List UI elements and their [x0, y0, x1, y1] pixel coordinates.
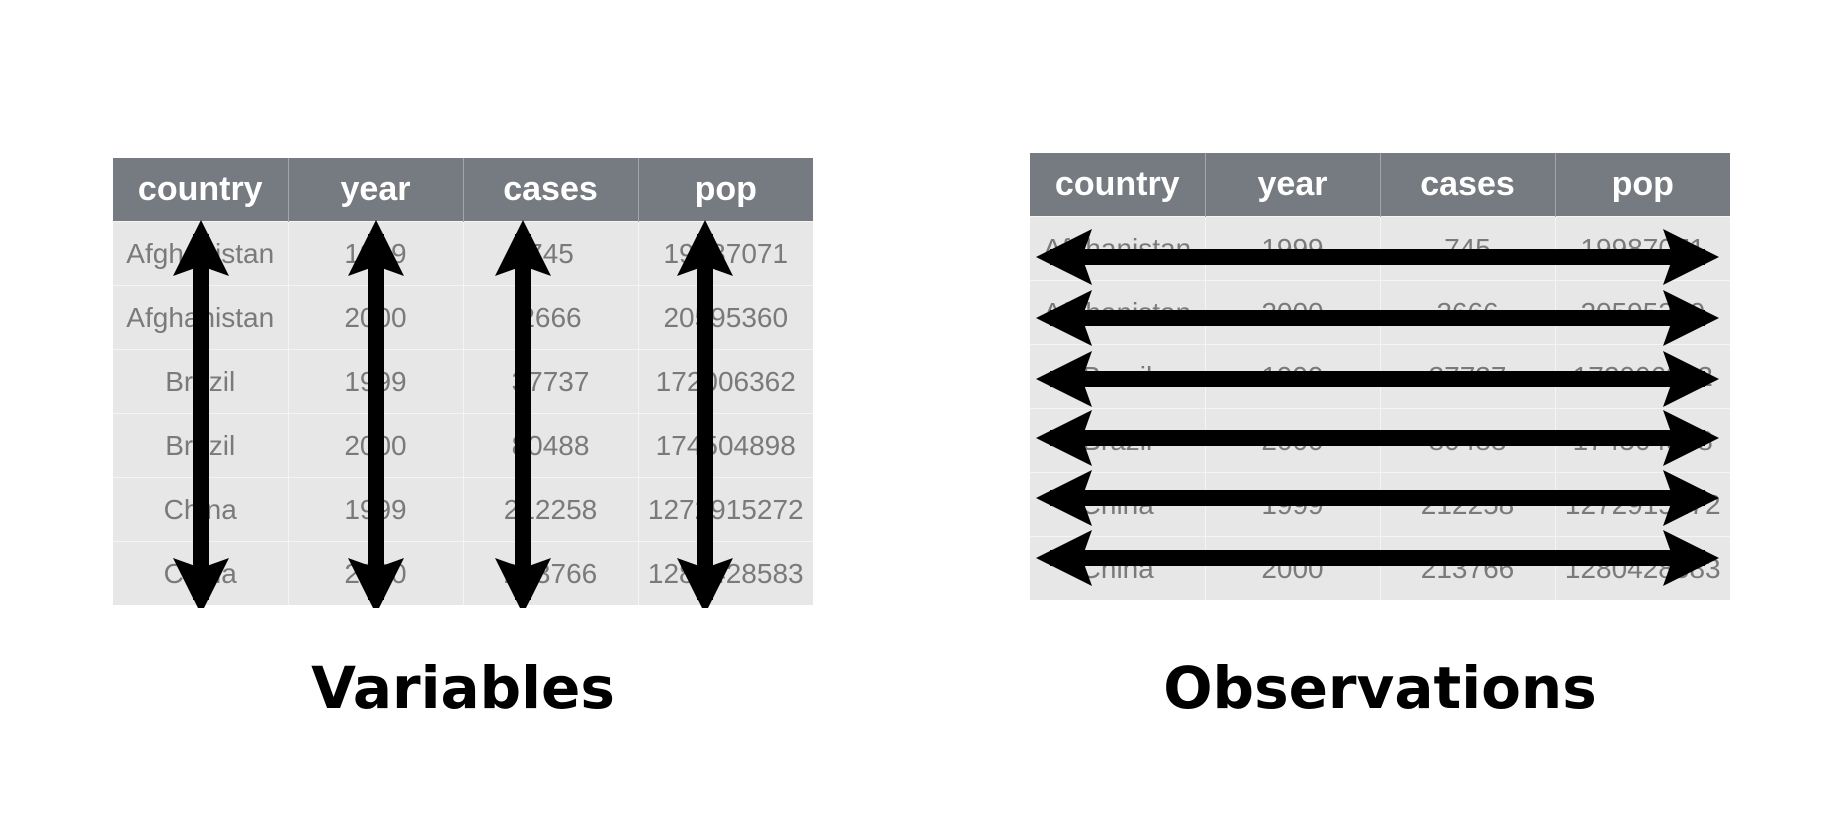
column-header-cases: cases — [463, 158, 639, 222]
cell-year: 2000 — [288, 285, 464, 350]
cell-country: China — [113, 541, 289, 605]
cell-country: Afghanistan — [1030, 280, 1206, 345]
cell-country: Brazil — [1030, 344, 1206, 409]
observations-panel: country year cases pop Afghanistan 1999 … — [1030, 153, 1730, 600]
cell-cases: 212258 — [1380, 472, 1556, 537]
variables-table: country year cases pop Afghanistan 1999 … — [113, 158, 813, 605]
table-row: Afghanistan 1999 745 19987071 — [1030, 216, 1730, 281]
table-row: Brazil 2000 80488 174504898 — [1030, 408, 1730, 473]
cell-cases: 745 — [1380, 216, 1556, 281]
cell-pop: 1280428583 — [638, 541, 813, 605]
cell-year: 2000 — [1205, 408, 1381, 473]
cell-year: 1999 — [288, 477, 464, 542]
table-row: Brazil 1999 37737 172006362 — [113, 349, 813, 414]
cell-cases: 2666 — [463, 285, 639, 350]
table-row: Brazil 2000 80488 174504898 — [113, 413, 813, 478]
cell-country: Afghanistan — [113, 285, 289, 350]
cell-pop: 20595360 — [1555, 280, 1730, 345]
cell-cases: 37737 — [1380, 344, 1556, 409]
variables-caption: Variables — [311, 654, 615, 722]
header-row: country year cases pop — [1030, 153, 1730, 217]
cell-pop: 174504898 — [638, 413, 813, 478]
column-header-year: year — [288, 158, 464, 222]
cell-year: 2000 — [288, 541, 464, 605]
cell-pop: 1280428583 — [1555, 536, 1730, 600]
cell-pop: 172006362 — [1555, 344, 1730, 409]
table-row: Afghanistan 1999 745 19987071 — [113, 221, 813, 286]
cell-country: China — [113, 477, 289, 542]
cell-pop: 19987071 — [1555, 216, 1730, 281]
column-header-pop: pop — [638, 158, 813, 222]
column-header-year: year — [1205, 153, 1381, 217]
cell-country: Brazil — [113, 413, 289, 478]
cell-country: Afghanistan — [1030, 216, 1206, 281]
cell-country: China — [1030, 536, 1206, 600]
cell-cases: 213766 — [1380, 536, 1556, 600]
cell-pop: 19987071 — [638, 221, 813, 286]
column-header-country: country — [1030, 153, 1206, 217]
observations-table: country year cases pop Afghanistan 1999 … — [1030, 153, 1730, 600]
cell-pop: 1272915272 — [1555, 472, 1730, 537]
cell-year: 2000 — [1205, 536, 1381, 600]
cell-cases: 80488 — [463, 413, 639, 478]
variables-panel: country year cases pop Afghanistan 1999 … — [113, 158, 813, 608]
cell-pop: 172006362 — [638, 349, 813, 414]
table-row: Brazil 1999 37737 172006362 — [1030, 344, 1730, 409]
cell-country: Brazil — [113, 349, 289, 414]
cell-pop: 20595360 — [638, 285, 813, 350]
table-row: China 1999 212258 1272915272 — [1030, 472, 1730, 537]
cell-cases: 80488 — [1380, 408, 1556, 473]
observations-caption: Observations — [1163, 654, 1597, 722]
cell-country: Brazil — [1030, 408, 1206, 473]
table-row: China 1999 212258 1272915272 — [113, 477, 813, 542]
cell-cases: 2666 — [1380, 280, 1556, 345]
cell-pop: 174504898 — [1555, 408, 1730, 473]
cell-year: 1999 — [288, 349, 464, 414]
cell-year: 1999 — [1205, 216, 1381, 281]
cell-cases: 212258 — [463, 477, 639, 542]
table-row: Afghanistan 2000 2666 20595360 — [113, 285, 813, 350]
cell-year: 2000 — [288, 413, 464, 478]
column-header-pop: pop — [1555, 153, 1730, 217]
cell-year: 1999 — [1205, 344, 1381, 409]
cell-country: China — [1030, 472, 1206, 537]
table-row: China 2000 213766 1280428583 — [113, 541, 813, 605]
cell-pop: 1272915272 — [638, 477, 813, 542]
cell-year: 1999 — [288, 221, 464, 286]
cell-year: 2000 — [1205, 280, 1381, 345]
cell-cases: 745 — [463, 221, 639, 286]
table-row: China 2000 213766 1280428583 — [1030, 536, 1730, 600]
cell-year: 1999 — [1205, 472, 1381, 537]
cell-cases: 213766 — [463, 541, 639, 605]
table-row: Afghanistan 2000 2666 20595360 — [1030, 280, 1730, 345]
column-header-cases: cases — [1380, 153, 1556, 217]
header-row: country year cases pop — [113, 158, 813, 222]
cell-cases: 37737 — [463, 349, 639, 414]
column-header-country: country — [113, 158, 289, 222]
cell-country: Afghanistan — [113, 221, 289, 286]
